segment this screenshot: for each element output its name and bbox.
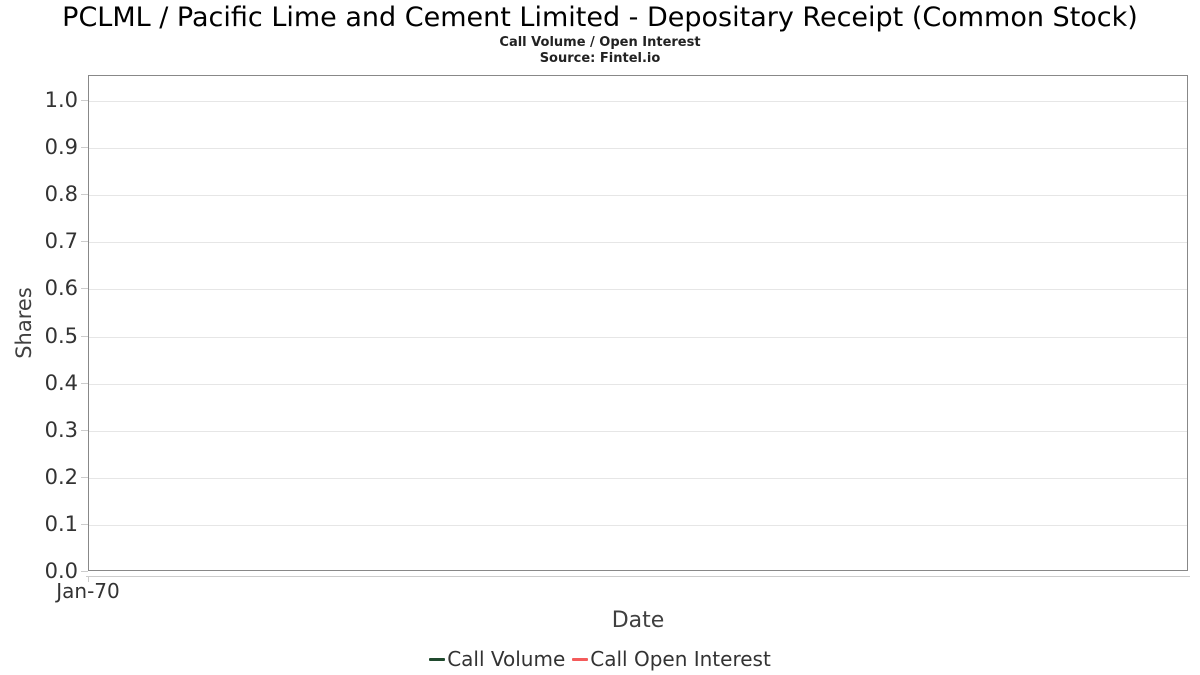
y-axis-tick-mark [81,288,88,290]
y-axis-tick-mark [81,382,88,384]
y-axis-tick-mark [81,476,88,478]
y-axis-tick-label: 0.7 [44,229,78,254]
legend-label: Call Volume [447,647,566,671]
y-axis-tick-label: 0.9 [44,135,78,160]
y-axis-tick-mark [81,571,88,572]
y-axis-tick-label: 0.3 [44,417,78,442]
y-axis-tick-mark [81,194,88,196]
y-axis-tick-label: 0.1 [44,511,78,536]
gridline [89,242,1187,244]
gridline [89,336,1187,338]
y-axis-tick-mark [81,335,88,337]
y-axis-tick-label: 0.2 [44,464,78,489]
gridline [89,524,1187,526]
legend: Call Volume Call Open Interest [0,646,1200,672]
legend-item[interactable]: Call Open Interest [572,647,771,671]
y-axis-tick-label: 0.6 [44,276,78,301]
gridline [89,148,1187,150]
chart-source-label: Source: Fintel.io [539,51,661,66]
y-axis-tick-label: 0.8 [44,182,78,207]
x-axis-tick-mark [88,576,89,582]
gridline [89,430,1187,432]
y-axis-tick-label: 1.0 [44,88,78,112]
plot-area [88,75,1188,571]
y-axis-tick-mark [81,147,88,149]
y-axis-tick-mark [81,429,88,431]
gridline [89,477,1187,479]
y-axis-tick-mark [81,241,88,243]
gridline [89,383,1187,385]
legend-item[interactable]: Call Volume [429,647,565,671]
chart-subtitle: Call Volume / Open Interest [499,35,701,50]
x-axis-line [86,576,1190,577]
legend-line-icon [572,657,589,661]
legend-line-icon [429,657,446,661]
gridline [89,101,1187,102]
x-axis-tick-label: Jan-70 [56,579,120,603]
gridline [89,289,1187,291]
legend-label: Call Open Interest [590,647,771,671]
chart-title: PCLML / Pacific Lime and Cement Limited … [62,2,1138,33]
y-axis-tick-mark [81,100,88,101]
y-axis-tick-label: 0.4 [44,370,78,395]
y-axis-tick-label: 0.5 [44,323,78,348]
y-axis-tick-label: 0.0 [44,559,78,583]
x-axis-label: Date [611,608,665,633]
y-axis-tick-mark [81,523,88,525]
gridline [89,195,1187,197]
